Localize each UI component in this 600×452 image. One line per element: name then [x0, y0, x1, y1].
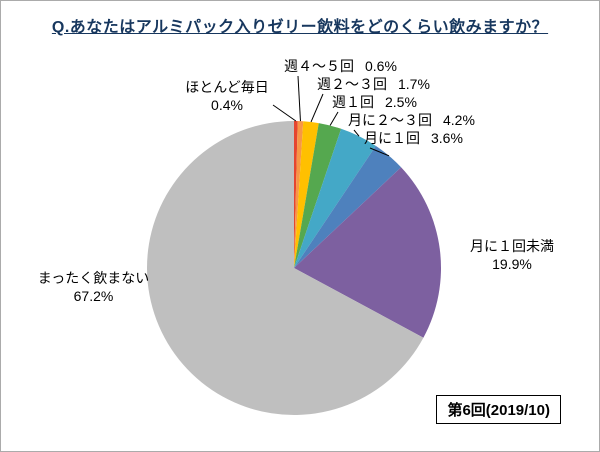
pie-label-text: 週２～３回 [317, 76, 387, 92]
pie-label-pct: 0.4% [211, 96, 243, 113]
pie-label-pct: 2.5% [385, 94, 417, 110]
pie-slice-7 [146, 120, 424, 415]
pie-label-almost-daily: ほとんど毎日 0.4% [167, 79, 287, 114]
pie-label-text: ほとんど毎日 [185, 79, 269, 95]
pie-label-pct: 4.2% [443, 112, 475, 128]
pie-label-text: 月に１回未満 [470, 238, 554, 254]
pie-slice-1 [294, 121, 304, 268]
pie-label-text: 週４～５回 [284, 58, 354, 74]
pie-label-pct: 3.6% [431, 130, 463, 146]
leader-line-1 [297, 75, 301, 122]
pie-slice-0 [294, 121, 298, 268]
pie-label-pct: 19.9% [492, 255, 532, 272]
pie-slice-6 [294, 167, 442, 338]
pie-label-once-per-month: 月に１回 3.6% [364, 130, 463, 148]
pie-label-less-than-once-per-month: 月に１回未満 19.9% [453, 238, 571, 273]
pie-label-text: 月に２～３回 [348, 112, 432, 128]
pie-label-never-drink: まったく飲まない 67.2% [21, 270, 166, 305]
pie-label-4-5-per-week: 週４～５回 0.6% [284, 58, 397, 76]
pie-slice-4 [294, 128, 376, 268]
pie-label-2-3-per-month: 月に２～３回 4.2% [348, 112, 475, 130]
pie-label-text: まったく飲まない [37, 270, 150, 286]
pie-label-pct: 67.2% [73, 287, 114, 304]
leader-line-0 [272, 104, 297, 122]
pie-slice-5 [294, 145, 402, 268]
leader-line-3 [329, 111, 339, 126]
leader-line-5 [369, 147, 390, 157]
survey-round-badge: 第6回(2019/10) [436, 395, 561, 424]
pie-label-pct: 1.7% [398, 76, 430, 92]
pie-label-pct: 0.6% [365, 58, 397, 74]
pie-label-text: 週１回 [332, 94, 374, 110]
pie-slice-3 [294, 123, 342, 268]
pie-slice-2 [294, 121, 319, 268]
chart-title: Q.あなたはアルミパック入りゼリー飲料をどのくらい飲みますか？ [51, 19, 549, 36]
leader-line-4 [353, 129, 360, 137]
pie-label-once-per-week: 週１回 2.5% [332, 94, 417, 112]
pie-label-2-3-per-week: 週２～３回 1.7% [317, 76, 430, 94]
pie-label-text: 月に１回 [364, 130, 420, 146]
leader-line-2 [310, 93, 324, 123]
